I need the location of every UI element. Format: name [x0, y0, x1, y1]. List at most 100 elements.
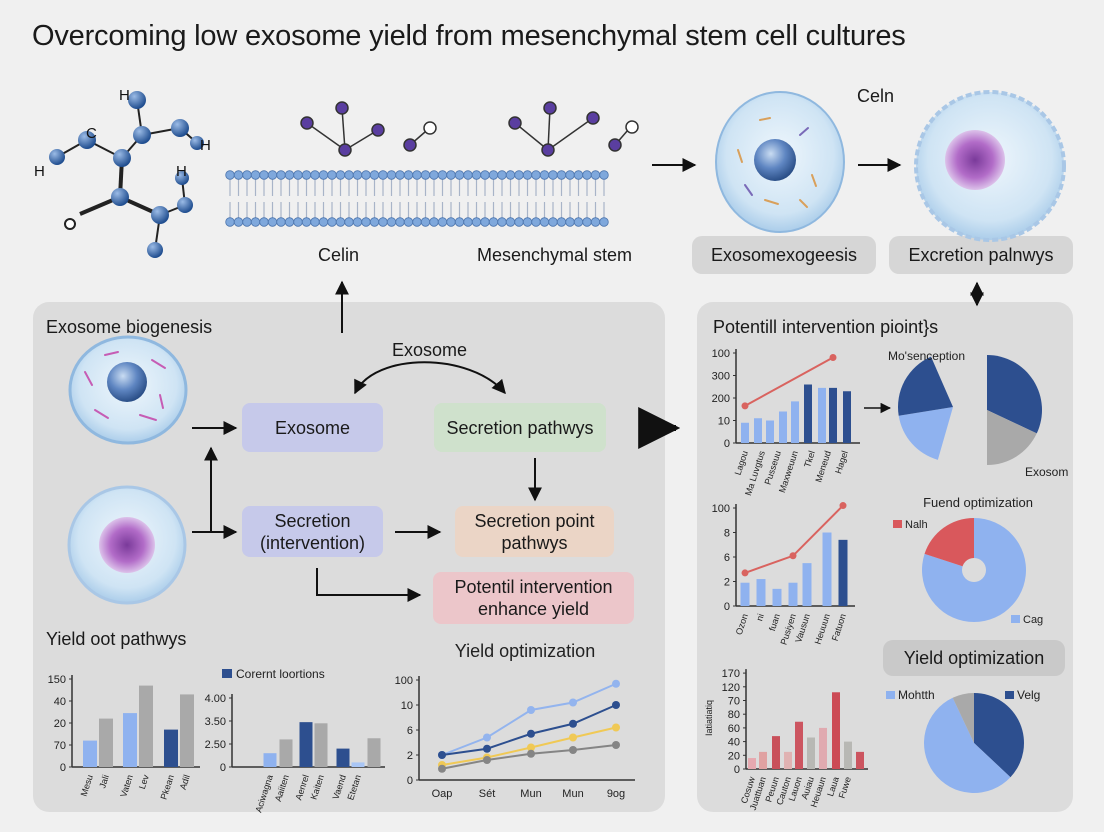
lipid-head: [505, 217, 516, 227]
membrane-proteins: [300, 101, 639, 157]
x-tick-label: Pkean: [159, 774, 176, 801]
bar: [164, 729, 178, 767]
bar: [838, 539, 848, 606]
bar: [367, 738, 381, 767]
legend-label: Mohtth: [898, 688, 935, 702]
legend-swatch: [886, 691, 895, 699]
lipid-head: [522, 170, 533, 180]
bar: [822, 532, 832, 606]
pie-slice: [974, 693, 1024, 778]
series-point: [527, 729, 535, 738]
lipid-head: [276, 170, 286, 180]
series-point: [569, 698, 577, 707]
celin-label: Celin: [318, 245, 360, 265]
bar: [83, 740, 97, 767]
bar: [856, 751, 864, 769]
excretion-box: Excretion palnwys: [889, 236, 1073, 274]
x-tick-label: Tkel: [802, 450, 817, 469]
lipid-head: [293, 217, 303, 227]
lipid-head: [335, 170, 346, 180]
legend-label: Velg: [1017, 688, 1040, 702]
lipid-head: [378, 170, 388, 180]
bar: [784, 751, 792, 769]
secretion-intervention-box: Secretion (intervention): [242, 506, 383, 557]
exosome-cell-illustration-2: [67, 485, 187, 605]
series-point: [527, 706, 535, 714]
lipid-head: [488, 170, 499, 180]
bar: [759, 751, 767, 769]
x-tick-label: Adil: [178, 774, 192, 791]
lipid-head: [403, 217, 414, 227]
lipid-head: [573, 170, 584, 180]
trend-point: [839, 502, 847, 510]
lipid-head: [259, 217, 269, 227]
exosome-cell-illustration: [914, 90, 1066, 242]
series-point: [527, 749, 535, 758]
x-tick-label: Lagou: [733, 450, 750, 477]
molecule-illustration: [49, 91, 204, 258]
lipid-head: [386, 217, 397, 227]
bar: [314, 723, 328, 767]
lipid-head: [437, 217, 448, 227]
lipid-head: [420, 217, 431, 227]
chart-yield_bar: 02040608070120170CosuwJuattuanPeuunCauto…: [704, 668, 868, 811]
lipid-head: [361, 217, 371, 227]
series-point: [483, 733, 491, 742]
bar: [779, 411, 787, 443]
atom-label: H: [176, 163, 187, 180]
y-tick-label: 3.50: [205, 716, 226, 728]
pie-slice: [898, 356, 953, 416]
series-point: [612, 679, 620, 688]
lipid-head: [539, 217, 550, 227]
bar: [829, 387, 837, 443]
y-tick-label: 150: [48, 674, 66, 686]
lipid-head: [233, 217, 244, 227]
bar: [819, 727, 827, 769]
lipid-head: [556, 217, 567, 227]
y-tick-label: 6: [407, 725, 413, 737]
lipid-head: [310, 217, 320, 227]
exosomexogeesis-box: Exosomexogeesis: [692, 236, 876, 274]
pie-slice: [987, 410, 1037, 465]
lipid-head: [514, 217, 524, 227]
pie-slice: [923, 697, 1011, 794]
legend-swatch: [893, 520, 902, 528]
lipid-head: [454, 170, 465, 180]
pie-slice: [898, 407, 953, 460]
arc-arrow-icon: [354, 361, 506, 395]
lipid-head: [352, 170, 363, 180]
lipid-head: [505, 170, 516, 180]
stem-cell-illustration-2: [68, 335, 188, 445]
lipid-head: [463, 217, 473, 227]
molecule-atom-labels: H H H H C: [34, 87, 211, 180]
lipid-head: [395, 170, 405, 180]
series-point: [438, 751, 446, 759]
lipid-head: [539, 170, 550, 180]
x-tick-label: Mun: [562, 788, 583, 800]
pie-slice: [952, 693, 974, 743]
exosome-arc-label: Exosome: [392, 340, 468, 360]
bar: [336, 748, 350, 767]
y-tick-label: 20: [54, 718, 66, 730]
x-tick-label: ni: [754, 613, 766, 623]
bar: [139, 685, 153, 767]
lipid-head: [369, 170, 380, 180]
x-tick-label: Kaiten: [309, 774, 326, 801]
y-tick-label: 0: [724, 438, 730, 450]
trend-point: [741, 402, 749, 410]
lipid-head: [369, 217, 380, 227]
lipid-head: [446, 217, 456, 227]
lipid-head: [599, 170, 609, 180]
x-tick-label: Ozon: [734, 613, 750, 637]
y-tick-label: 20: [728, 750, 740, 762]
series-point: [527, 743, 535, 752]
x-tick-label: 9og: [607, 788, 625, 800]
lipid-head: [548, 170, 558, 180]
y-tick-label: 2.50: [205, 739, 226, 751]
y-tick-label: 6: [724, 552, 730, 564]
x-tick-label: Vaten: [118, 774, 135, 799]
lipid-head: [284, 170, 295, 180]
